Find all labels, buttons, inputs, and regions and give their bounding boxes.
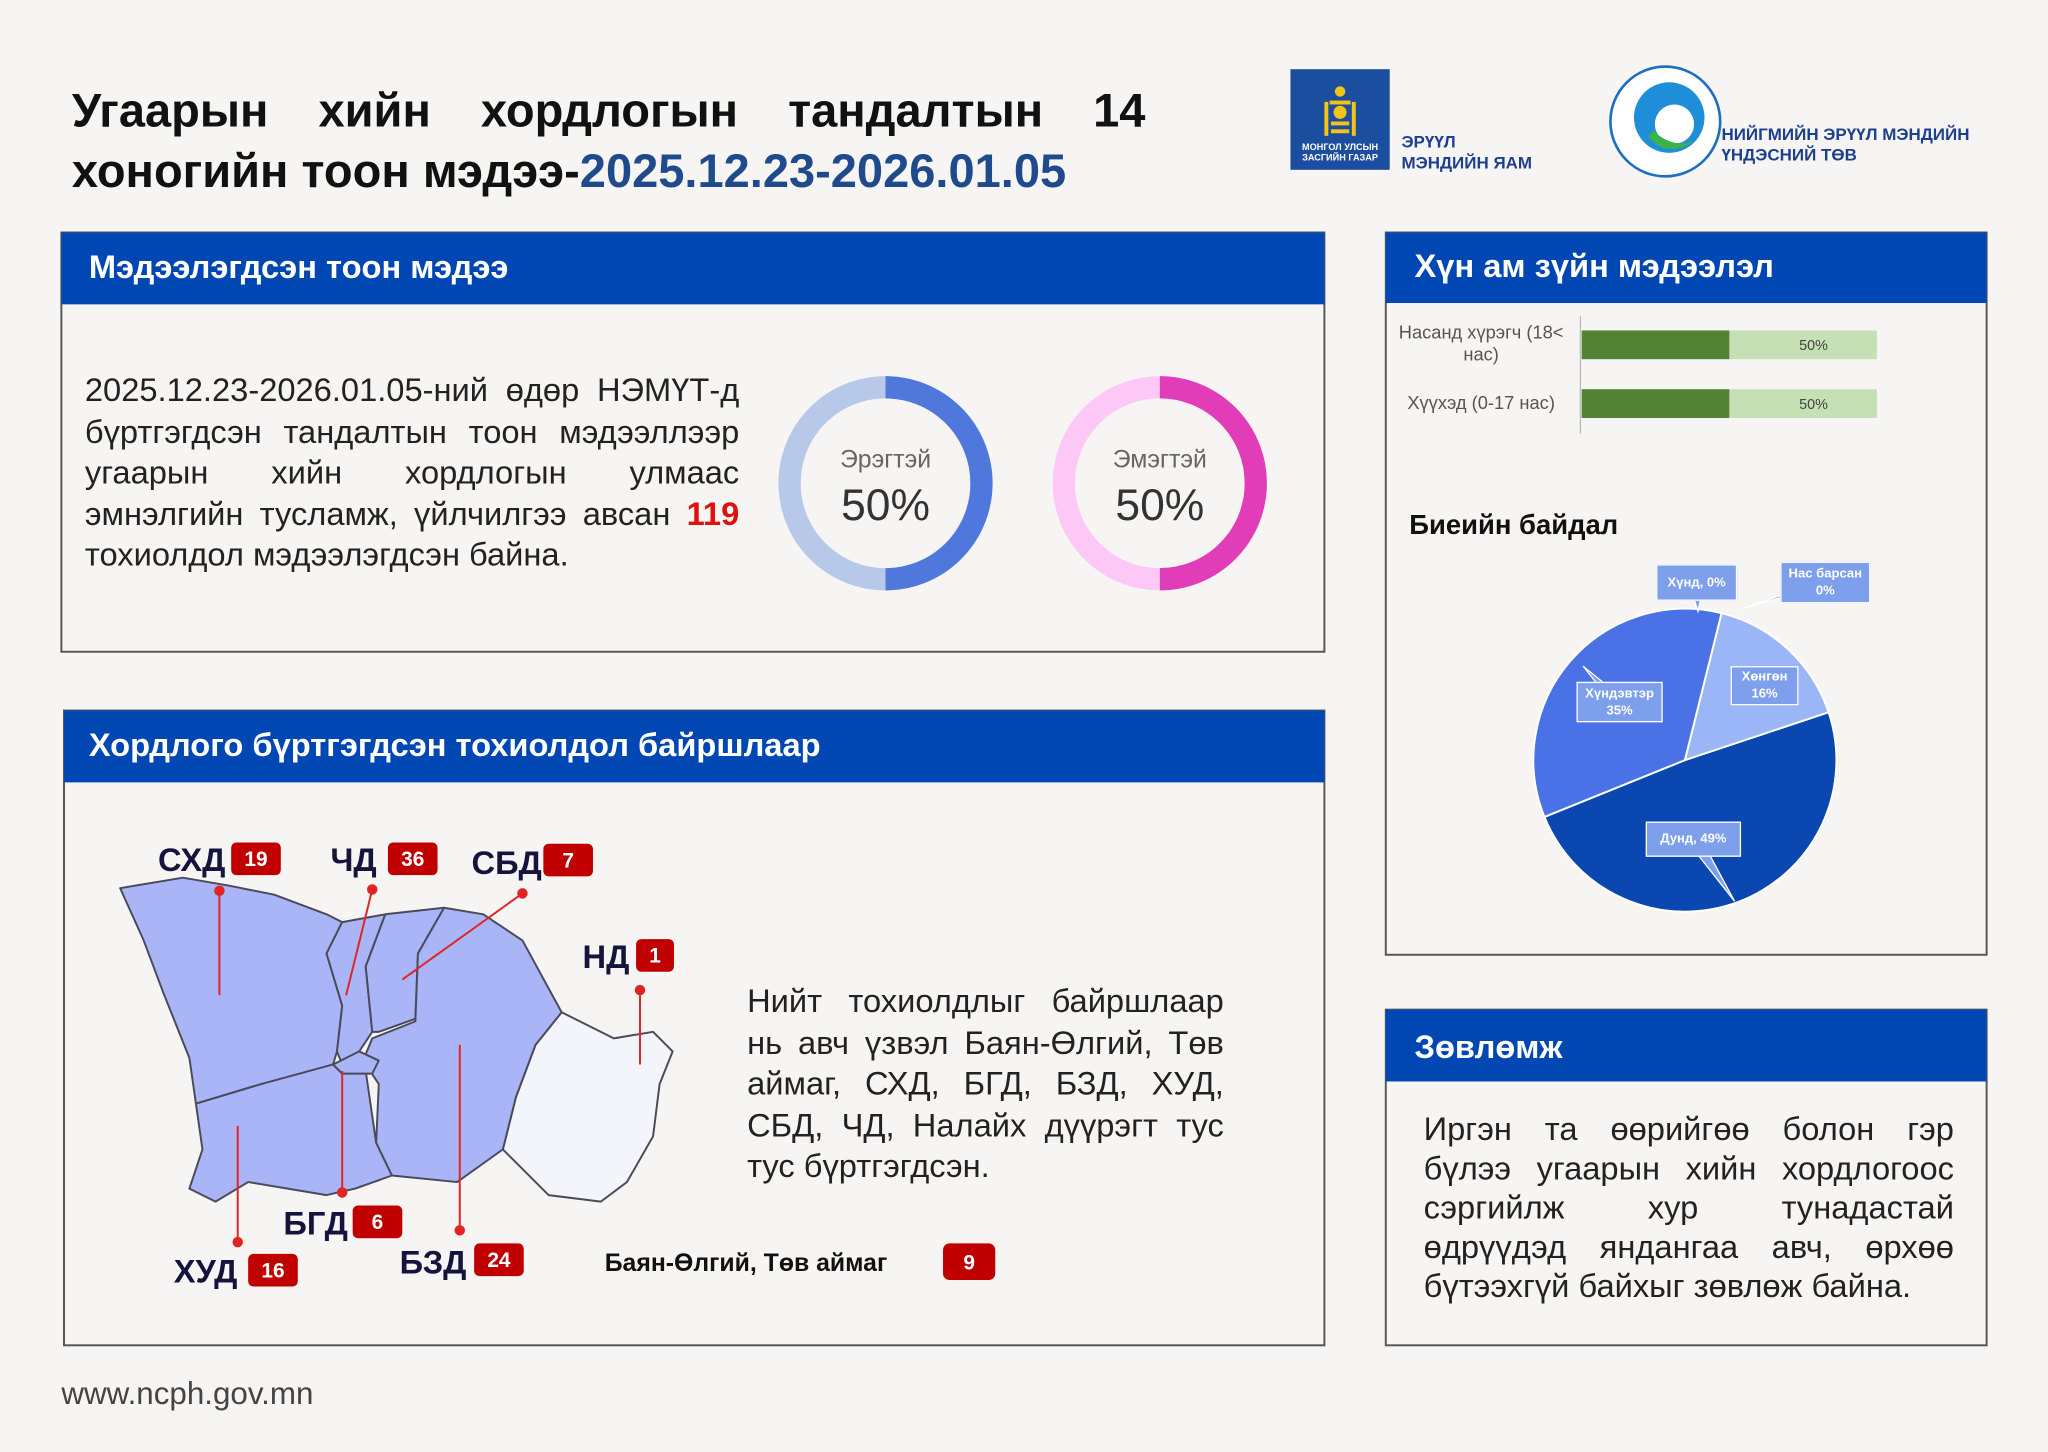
- pin-line: [401, 892, 524, 981]
- district-name: ЧД: [330, 841, 376, 878]
- emblem-bg: [1290, 69, 1390, 170]
- count-badge: [943, 1243, 996, 1280]
- pin-dot: [232, 1236, 243, 1248]
- donut-value: 50%: [1115, 481, 1204, 530]
- pie-label: Хүндэвтэр 35%: [1576, 681, 1663, 723]
- logo-line: МЭНДИЙН ЯАМ: [1401, 152, 1533, 173]
- case-count: 119: [686, 495, 740, 533]
- count-badge: [248, 1253, 298, 1287]
- donut-label: Эмэгтэй: [1113, 447, 1207, 474]
- district-bzd: [362, 906, 563, 1184]
- pin-dot: [517, 888, 528, 899]
- district-count: 6: [372, 1211, 384, 1234]
- soyombo: [1324, 86, 1356, 136]
- panel-header: [61, 232, 1325, 305]
- pie-label: Нас барсан 0%: [1780, 561, 1871, 604]
- bar: [1581, 330, 1730, 360]
- bar: [1581, 389, 1730, 418]
- footer-url: www.ncph.gov.mn: [61, 1376, 314, 1412]
- panel-heading: Хүн ам зүйн мэдээлэл: [1414, 248, 1774, 285]
- panel-header: [1385, 232, 1987, 304]
- count-badge: [387, 842, 438, 876]
- logo-line: ҮНДЭСНИЙ ТӨВ: [1721, 144, 1857, 165]
- district-name: ХУД: [174, 1253, 238, 1290]
- emblem-caption: МОНГОЛ УЛСЫН ЗАСГИЙН ГАЗАР: [1290, 144, 1389, 165]
- district-count: 24: [487, 1249, 511, 1272]
- title-period: 2025.12.23-2026.01.05: [579, 143, 1067, 198]
- pie-label: Дунд, 49%: [1645, 821, 1742, 857]
- panel-header: [63, 710, 1325, 783]
- pie-title: Биеийн байдал: [1409, 510, 1619, 541]
- district-count: 36: [401, 848, 424, 871]
- pin-line: [345, 889, 374, 996]
- donut-label: Эрэгтэй: [840, 447, 931, 474]
- ncph-leaf: [1648, 130, 1696, 150]
- pin-dot: [367, 884, 378, 895]
- map: [119, 876, 674, 1203]
- donut-arc: [885, 376, 993, 591]
- panel-heading: Хордлого бүртгэгдсэн тохиолдол байршлаар: [88, 727, 821, 765]
- bar-value-label: 50%: [1799, 397, 1828, 413]
- pin-dot: [336, 1187, 348, 1198]
- count-badge: [352, 1205, 403, 1239]
- pie-label: Хөнгөн 16%: [1730, 666, 1799, 706]
- donut-value: 50%: [841, 481, 930, 530]
- summary: 2025.12.23-2026.01.05-ний өдөр НЭМҮТ-д б…: [85, 371, 739, 577]
- advice-text: Иргэн та өөрийгөө болон гэр бүлээ угаары…: [1423, 1111, 1954, 1305]
- district-name: БГД: [283, 1204, 347, 1241]
- count-badge: [474, 1243, 524, 1277]
- panel-heading: Зөвлөмж: [1414, 1029, 1563, 1066]
- location-text: Нийт тохиолдлыг байршлаар нь авч үзвэл Б…: [747, 983, 1224, 1185]
- summary-text: 2025.12.23-2026.01.05-ний өдөр НЭМҮТ-д б…: [84, 372, 740, 533]
- title: Угаарын хийн хордлогын тандалтын 14 хоно…: [72, 81, 1146, 201]
- donut-arc: [1159, 376, 1267, 591]
- title-text: Угаарын хийн хордлогын тандалтын 14 хоно…: [71, 83, 1146, 198]
- district-count: 16: [261, 1259, 284, 1282]
- pin-dot: [214, 885, 225, 896]
- district-count: 19: [244, 848, 267, 871]
- ncph-name: НИЙГМИЙН ЭРҮҮЛ МЭНДИЙН ҮНДЭСНИЙ ТӨВ: [1721, 124, 1969, 166]
- pin-dot: [634, 984, 646, 996]
- caption-line: ЗАСГИЙН ГАЗАР: [1302, 154, 1378, 164]
- district-name: БЗД: [400, 1243, 467, 1280]
- count-badge: [636, 939, 674, 972]
- panel-header: [1385, 1009, 1987, 1082]
- pie-slice: [1543, 711, 1838, 913]
- bar-category-label: Насанд хүрэгч (18< нас): [1398, 321, 1564, 365]
- district-name: СБД: [472, 844, 542, 881]
- pie-label: Хүнд, 0%: [1656, 564, 1738, 601]
- district-count: 7: [562, 849, 574, 872]
- aimag-name: Баян-Өлгий, Төв аймаг: [605, 1250, 888, 1277]
- count-badge: [231, 842, 281, 876]
- logo-line: ЭРҮҮЛ: [1401, 131, 1456, 152]
- count-badge: [543, 843, 593, 877]
- ministry-name: ЭРҮҮЛ МЭНДИЙН ЯАМ: [1401, 132, 1532, 174]
- bar-value-label: 50%: [1799, 338, 1828, 354]
- panel-heading: Мэдээлэгдсэн тоон мэдээ: [88, 249, 509, 287]
- aimag-count: 9: [963, 1252, 975, 1275]
- bar-category-label: Хүүхэд (0-17 нас): [1407, 391, 1555, 413]
- summary-text: тохиолдол мэдээлэгдсэн байна.: [84, 536, 569, 574]
- district-bgd: [332, 1050, 380, 1075]
- district-count: 1: [649, 945, 661, 968]
- district-name: НД: [583, 938, 630, 975]
- logo-line: НИЙГМИЙН ЭРҮҮЛ МЭНДИЙН: [1721, 124, 1970, 144]
- district-name: СХД: [158, 841, 225, 878]
- pin-dot: [454, 1225, 465, 1236]
- ncph-inner: [1654, 104, 1695, 144]
- caption-line: МОНГОЛ УЛСЫН: [1301, 143, 1379, 153]
